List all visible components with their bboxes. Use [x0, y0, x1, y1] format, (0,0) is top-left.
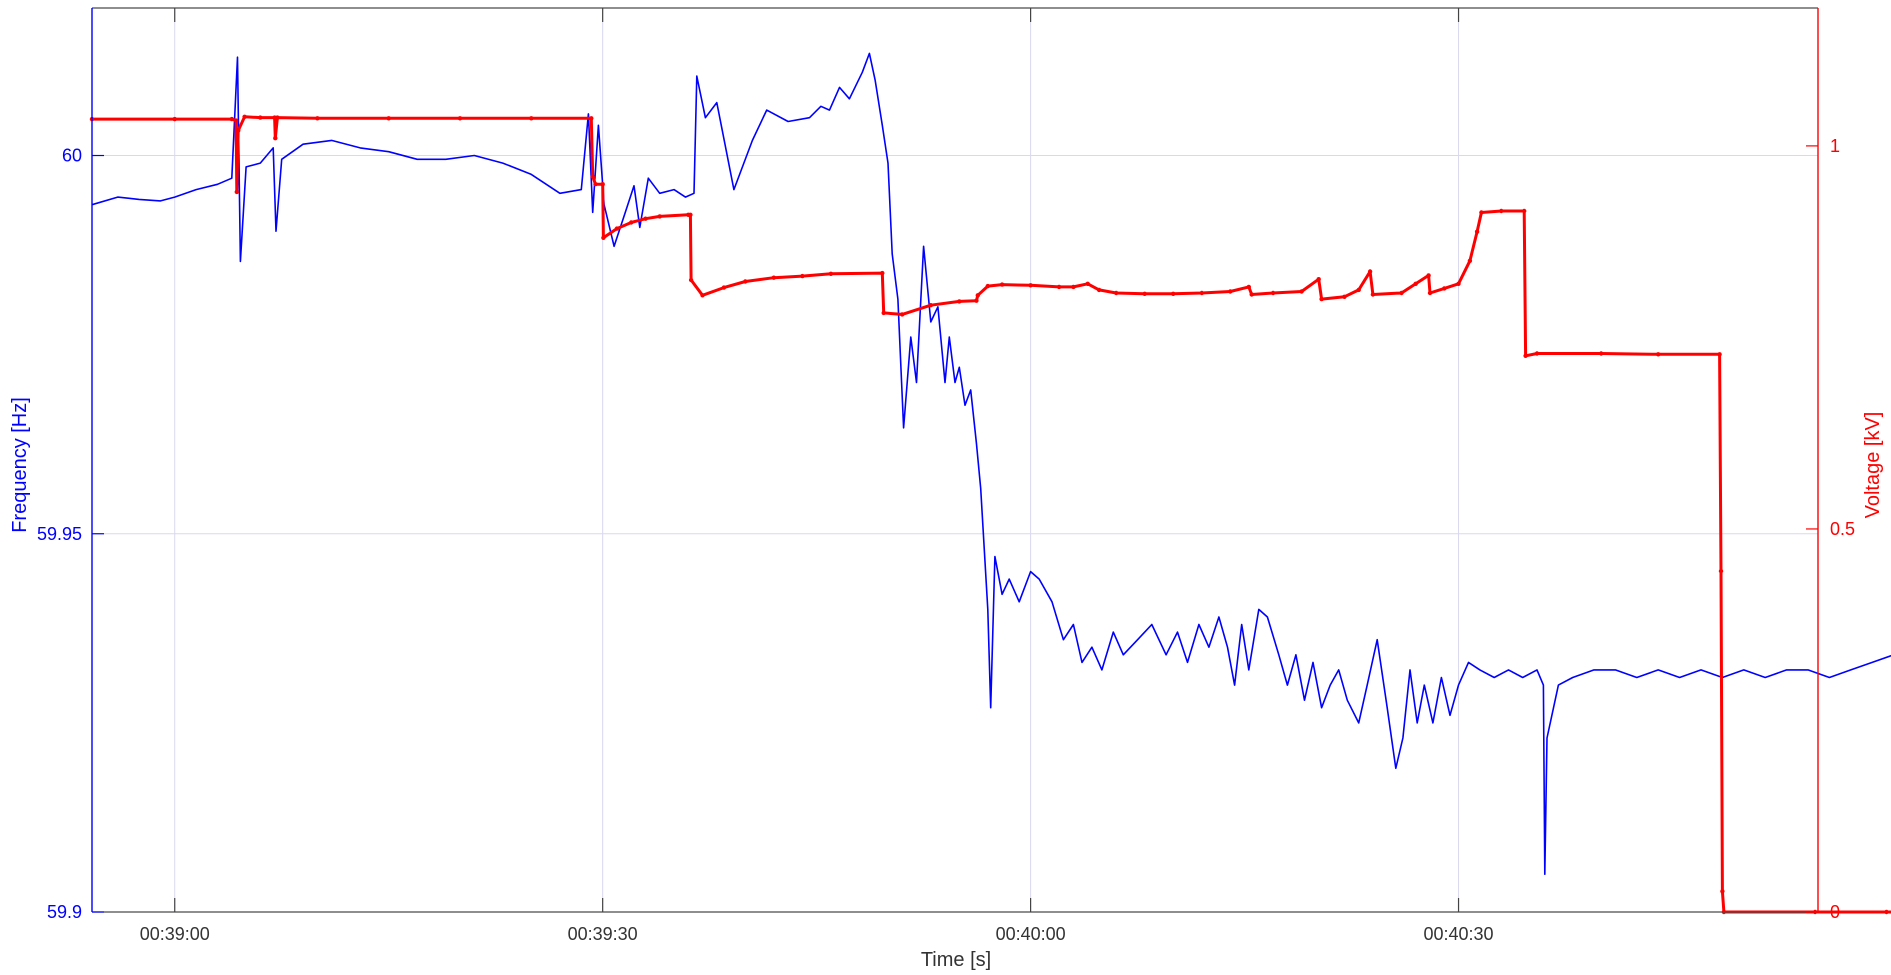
voltage-point	[1467, 258, 1473, 263]
voltage-point	[172, 116, 177, 122]
voltage-point	[601, 235, 606, 240]
voltage-point	[974, 298, 979, 303]
voltage-point	[590, 174, 595, 179]
voltage-point	[593, 182, 598, 187]
voltage-point	[771, 275, 776, 280]
y-left-tick-label: 59.95	[37, 524, 82, 544]
voltage-point	[1228, 289, 1233, 294]
x-tick-label: 00:39:30	[568, 924, 638, 944]
voltage-point	[800, 273, 805, 279]
voltage-point	[643, 216, 648, 221]
voltage-point	[229, 116, 234, 122]
voltage-point	[1718, 568, 1724, 574]
voltage-point	[1656, 352, 1661, 357]
voltage-point	[1096, 287, 1102, 293]
voltage-point	[1319, 296, 1324, 302]
voltage-point	[1056, 284, 1062, 290]
y-left-axis-label: Frequency [Hz]	[9, 397, 31, 533]
y-right-tick-label: 0	[1830, 902, 1840, 922]
voltage-point	[1071, 284, 1076, 290]
x-axis-label: Time [s]	[921, 949, 991, 971]
voltage-point	[1342, 294, 1347, 299]
voltage-point	[1479, 210, 1484, 215]
voltage-point	[721, 285, 727, 290]
voltage-point	[880, 270, 885, 276]
voltage-point	[700, 293, 705, 298]
voltage-point	[743, 279, 748, 284]
voltage-point	[657, 214, 662, 219]
y-right-tick-label: 1	[1830, 136, 1840, 156]
voltage-point	[1523, 353, 1528, 358]
x-tick-label: 00:40:00	[996, 924, 1066, 944]
axis-ticks: 00:39:00 00:39:30 00:40:00 00:40:30 59.9 59.9…	[37, 8, 1855, 944]
voltage-point	[1426, 273, 1431, 278]
voltage-point	[233, 118, 239, 123]
voltage-point	[688, 277, 694, 283]
y-left-tick-label: 59.9	[47, 902, 82, 922]
voltage-point	[234, 189, 239, 195]
voltage-point	[1199, 290, 1205, 296]
voltage-point	[1522, 208, 1527, 214]
voltage-point	[529, 116, 534, 121]
voltage-point	[688, 212, 693, 217]
voltage-point	[881, 310, 886, 316]
voltage-point	[828, 271, 834, 276]
voltage-point	[1249, 292, 1254, 297]
voltage-point	[1534, 351, 1540, 356]
voltage-point	[1717, 352, 1722, 357]
voltage-point	[1456, 281, 1461, 286]
voltage-point	[600, 182, 605, 187]
voltage-point	[985, 283, 990, 289]
voltage-point	[1142, 291, 1147, 296]
y-right-axis-label: Voltage [kV]	[1862, 412, 1884, 519]
voltage-point	[957, 299, 962, 304]
voltage-point	[975, 293, 980, 298]
voltage-point	[1367, 269, 1373, 274]
voltage-point	[629, 220, 634, 225]
grid-lines	[92, 8, 1818, 913]
voltage-point	[242, 114, 247, 120]
voltage-point	[315, 116, 320, 121]
voltage-point	[1442, 286, 1447, 291]
voltage-point	[1413, 281, 1418, 286]
voltage-point	[614, 226, 620, 231]
frequency-series-line	[91, 52, 1891, 876]
voltage-point	[457, 116, 463, 121]
voltage-point	[386, 116, 391, 121]
x-tick-label: 00:39:00	[140, 924, 210, 944]
voltage-point	[928, 303, 933, 308]
voltage-point	[1028, 283, 1033, 288]
voltage-series-line	[92, 115, 1891, 914]
voltage-point	[236, 128, 241, 133]
voltage-point	[1316, 277, 1321, 282]
voltage-point	[1171, 291, 1176, 296]
voltage-point	[589, 116, 594, 121]
voltage-point	[1114, 290, 1119, 296]
x-tick-label: 00:40:30	[1423, 924, 1493, 944]
voltage-point	[1720, 889, 1725, 894]
voltage-point	[1427, 290, 1433, 296]
voltage-point	[275, 115, 280, 120]
y-left-tick-label: 60	[62, 146, 82, 166]
voltage-point	[273, 136, 278, 141]
y-right-tick-label: 0.5	[1830, 519, 1855, 539]
series-layer	[89, 52, 1891, 915]
voltage-point	[1085, 281, 1090, 286]
voltage-point	[1499, 208, 1504, 214]
voltage-point	[1370, 292, 1376, 297]
voltage-point	[1356, 287, 1361, 293]
voltage-point	[900, 312, 905, 317]
voltage-point	[1884, 909, 1889, 915]
plot-frame	[91, 7, 1819, 913]
voltage-point	[1299, 289, 1304, 294]
voltage-point	[999, 282, 1005, 287]
voltage-point	[1246, 284, 1252, 290]
voltage-point	[1270, 290, 1276, 296]
voltage-point	[1599, 351, 1604, 356]
voltage-point	[1474, 229, 1480, 234]
voltage-point	[258, 115, 263, 120]
voltage-point	[1399, 290, 1404, 296]
